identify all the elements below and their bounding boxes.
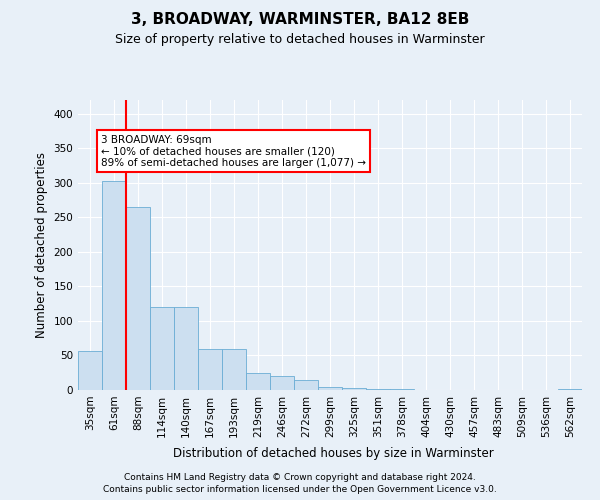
Bar xyxy=(126,207,150,390)
Text: Contains public sector information licensed under the Open Government Licence v3: Contains public sector information licen… xyxy=(103,485,497,494)
Text: 3 BROADWAY: 69sqm
← 10% of detached houses are smaller (120)
89% of semi-detache: 3 BROADWAY: 69sqm ← 10% of detached hous… xyxy=(101,134,366,168)
Text: Distribution of detached houses by size in Warminster: Distribution of detached houses by size … xyxy=(173,448,493,460)
Y-axis label: Number of detached properties: Number of detached properties xyxy=(35,152,48,338)
Bar xyxy=(198,348,222,390)
Bar xyxy=(342,388,366,390)
Bar xyxy=(222,348,246,390)
Bar xyxy=(246,372,270,390)
Text: 3, BROADWAY, WARMINSTER, BA12 8EB: 3, BROADWAY, WARMINSTER, BA12 8EB xyxy=(131,12,469,28)
Bar xyxy=(174,307,198,390)
Bar xyxy=(318,386,342,390)
Bar xyxy=(102,181,126,390)
Bar xyxy=(294,380,318,390)
Bar xyxy=(150,307,174,390)
Bar xyxy=(78,350,102,390)
Bar xyxy=(270,376,294,390)
Text: Size of property relative to detached houses in Warminster: Size of property relative to detached ho… xyxy=(115,32,485,46)
Text: Contains HM Land Registry data © Crown copyright and database right 2024.: Contains HM Land Registry data © Crown c… xyxy=(124,472,476,482)
